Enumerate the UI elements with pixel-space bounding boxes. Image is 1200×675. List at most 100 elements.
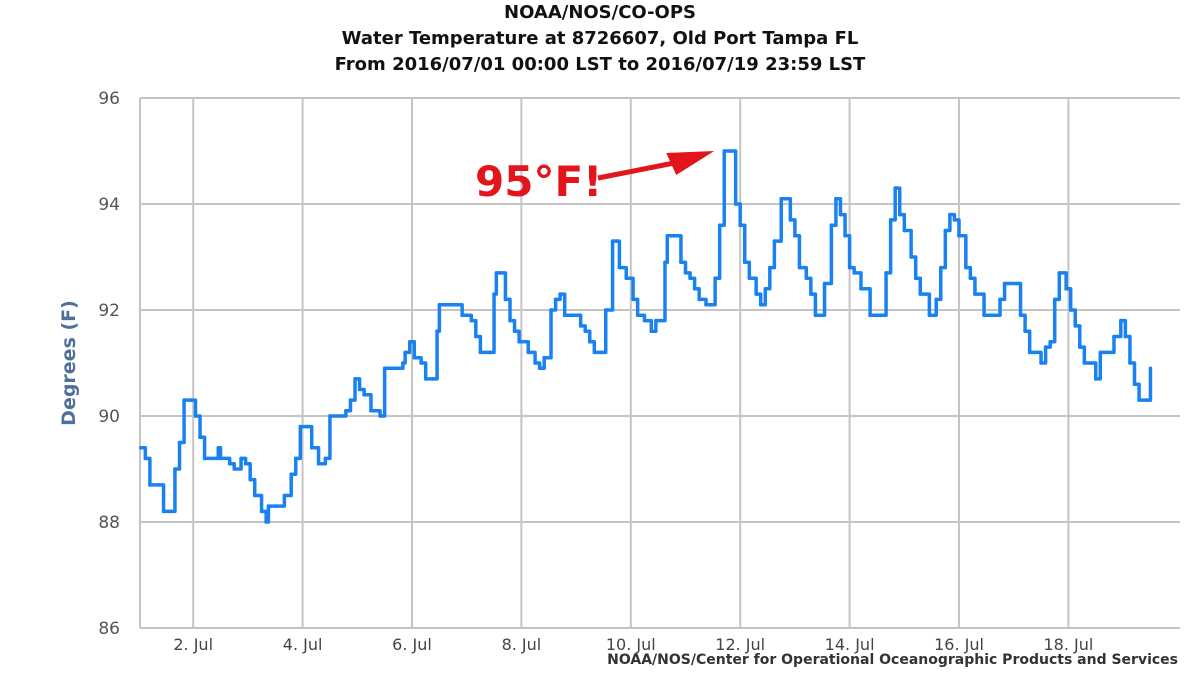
data-point [578,324,583,328]
data-point [243,461,248,466]
data-point [168,509,173,514]
data-point [232,467,237,471]
y-tick-label: 96 [98,89,120,109]
data-point [357,387,362,392]
data-point [1018,313,1023,318]
y-axis-label: Degrees (F) [58,300,80,426]
data-point [742,260,747,265]
data-point [526,350,531,355]
data-point [1057,271,1062,275]
data-point [227,461,232,466]
data-point [173,467,177,471]
data-point [1112,334,1116,339]
series-line [140,149,1153,524]
data-point [512,329,517,334]
data-point [503,297,508,302]
data-point [412,355,417,360]
data-point [603,308,608,312]
data-point [1032,350,1037,355]
data-point [252,493,257,498]
data-point [248,477,252,482]
data-point [943,228,948,233]
data-point [1023,329,1027,334]
data-point [599,350,603,355]
data-point [635,313,640,318]
data-point [289,472,294,477]
data-point [788,218,793,222]
data-point [460,313,464,318]
data-point [1148,366,1153,371]
data-point [868,313,872,318]
data-point [157,483,161,487]
data-point [913,276,918,281]
data-point [888,218,893,222]
x-tick-label: 16. Jul [934,635,984,654]
data-point [838,212,843,217]
data-point [423,377,428,381]
y-tick-label: 94 [98,195,120,215]
x-tick-label: 4. Jul [283,635,323,654]
x-tick-label: 10. Jul [606,635,656,654]
chart-subtitle-range: From 2016/07/01 00:00 LST to 2016/07/19 … [334,54,866,75]
data-point [683,271,688,275]
x-tick-label: 18. Jul [1043,635,1093,654]
data-point [1073,324,1078,328]
data-point [713,276,717,281]
data-point [259,509,264,514]
data-point [747,276,752,281]
data-point [1107,350,1112,355]
data-point [1093,377,1098,381]
data-point [419,361,423,365]
data-point [772,239,777,243]
data-point [214,456,218,461]
data-point [323,456,328,461]
data-point [692,287,697,291]
data-point [138,446,143,450]
data-point [1119,318,1123,323]
chart-credits: NOAA/NOS/Center for Operational Oceanogr… [607,652,1178,668]
data-point [1048,340,1052,344]
data-point [631,297,635,302]
data-point [1082,361,1087,365]
data-point [654,318,658,323]
data-point [1089,361,1093,365]
data-point [492,292,496,296]
data-point [615,239,619,243]
data-point [957,234,961,238]
data-point [717,223,722,227]
annotation-arrow-shaft [597,160,675,181]
data-point [239,456,243,461]
data-point [305,424,309,429]
x-tick-label: 8. Jul [502,635,542,654]
data-point [688,276,692,281]
data-point [273,504,278,508]
chart-subtitle-station: Water Temperature at 8726607, Old Port T… [341,28,859,49]
chart-title: NOAA/NOS/CO-OPS [504,2,696,23]
data-point [369,408,373,413]
annotation-label: 95°F! [475,157,602,206]
data-point [779,196,784,201]
data-point [733,202,738,206]
data-point [474,334,478,339]
data-point [264,520,268,524]
data-point [469,318,474,323]
data-point [1039,361,1043,365]
data-point [793,234,797,238]
y-tick-label: 92 [98,301,120,321]
data-point [592,350,597,355]
data-point [378,414,382,418]
data-point [394,366,398,371]
data-point [478,350,483,355]
data-point [148,483,152,487]
data-point [143,456,148,461]
data-point [309,446,314,450]
data-point [617,265,622,270]
data-point [672,234,676,238]
y-tick-label: 86 [98,619,120,639]
data-point [499,271,503,275]
data-point [177,440,182,445]
data-point [1068,308,1073,312]
data-point [763,287,768,291]
data-point [558,292,562,296]
